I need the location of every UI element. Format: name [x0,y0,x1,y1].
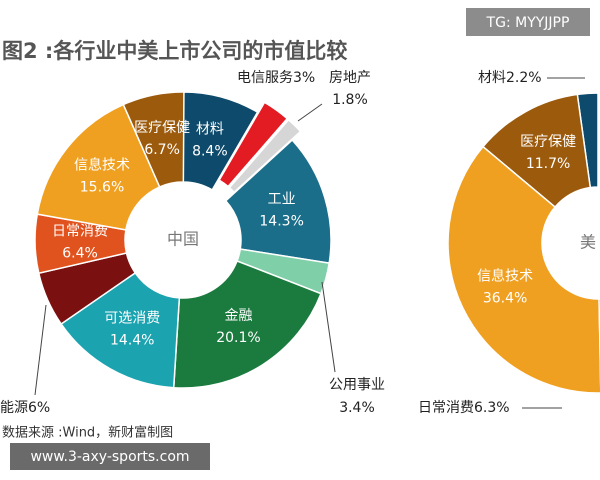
category-label: 医疗保健 [134,120,190,136]
value-label: 3.4% [339,400,375,416]
category-label: 日常消费 [52,224,108,240]
watermark: www.3-axy-sports.com [30,449,189,465]
slice [481,93,592,209]
category-label: 医疗保健 [520,134,576,150]
donut-hole [542,187,600,299]
category-label: 房地产 [329,70,371,86]
watermark-box [10,443,210,470]
category-label: 可选消费 [104,311,160,327]
plots: 材料 8.4% 电信服务3% 房地产 1.8% 工业 14.3% 公用事业 3.4% 金融 20.1… [0,70,600,416]
slice-label: 电信服务3% [237,70,315,86]
value-label: 3% [293,70,315,86]
category-label: 公用事业 [329,377,385,393]
category-label: 日常消费 [418,400,474,416]
watermark: TG: MYYJJPP [486,15,570,31]
value-label: 15.6% [80,179,124,195]
value-label: 8.4% [192,144,228,160]
value-label: 6.7% [144,142,180,158]
leader-line [34,304,47,396]
slice [36,103,161,231]
category-label: 材料 [196,122,224,138]
watermark-box [466,8,590,36]
category-label: 信息技术 [477,267,533,284]
center-label: 中国 [167,230,199,249]
category-label: 金融 [224,308,252,324]
value-label: 6.4% [62,246,98,262]
slice-label: 日常消费6.3% [418,400,510,416]
center-label: 美 [580,233,596,252]
category-label: 材料 [478,70,506,86]
value-label: 1.8% [332,92,368,108]
figure-title: 图2 :各行业中美上市公司的市值比较 [2,39,347,63]
slice-label: 能源6% [0,400,50,416]
value-label: 14.4% [110,333,154,349]
donut-hole [125,182,241,298]
leader-line [321,281,336,373]
value-label: 6% [28,400,50,416]
slice [218,101,289,188]
value-label: 6.3% [474,400,510,416]
source-note: 数据来源 :Wind，新财富制图 [2,425,173,441]
value-label: 14.3% [259,213,303,229]
category-label: 能源 [0,400,28,416]
value-label: 20.1% [216,330,260,346]
value-label: 36.4% [483,290,527,306]
category-label: 工业 [268,191,296,207]
leader-line [297,103,323,122]
value-label: 2.2% [506,70,542,86]
category-label: 电信服务 [237,70,293,86]
value-label: 11.7% [526,156,570,172]
category-label: 信息技术 [74,156,130,173]
slice-label: 材料2.2% [478,70,542,86]
